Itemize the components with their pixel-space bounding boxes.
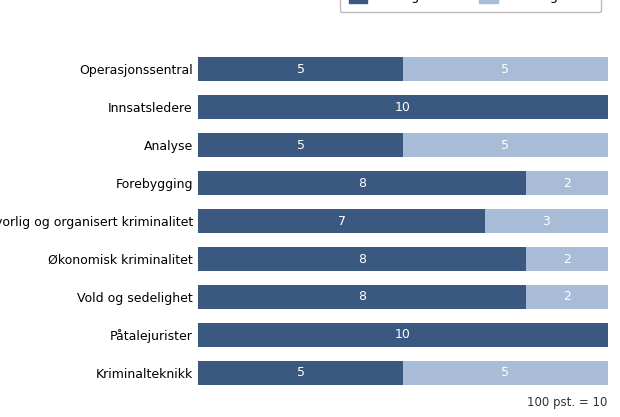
Legend: Over grense, Under grense: Over grense, Under grense xyxy=(340,0,601,12)
Bar xyxy=(198,209,485,233)
Text: 5: 5 xyxy=(297,63,304,75)
Text: 10: 10 xyxy=(395,329,411,342)
Text: 5: 5 xyxy=(502,367,509,379)
Text: 8: 8 xyxy=(358,291,366,304)
Bar xyxy=(198,133,403,157)
Text: 2: 2 xyxy=(563,253,570,266)
Text: 8: 8 xyxy=(358,176,366,189)
Bar xyxy=(403,361,608,385)
Text: 2: 2 xyxy=(563,176,570,189)
Bar xyxy=(198,247,526,271)
Text: 5: 5 xyxy=(297,138,304,151)
Bar xyxy=(198,171,526,195)
Text: 5: 5 xyxy=(502,63,509,75)
Bar xyxy=(198,323,608,347)
Text: 5: 5 xyxy=(297,367,304,379)
Text: 100 pst. = 10: 100 pst. = 10 xyxy=(527,396,608,409)
Text: 2: 2 xyxy=(563,291,570,304)
Text: 5: 5 xyxy=(502,138,509,151)
Bar xyxy=(198,285,526,309)
Text: 3: 3 xyxy=(542,214,550,228)
Bar xyxy=(403,57,608,81)
Bar xyxy=(485,209,608,233)
Bar xyxy=(403,133,608,157)
Bar xyxy=(526,171,608,195)
Bar xyxy=(198,57,403,81)
Text: 7: 7 xyxy=(338,214,345,228)
Text: 8: 8 xyxy=(358,253,366,266)
Bar xyxy=(526,247,608,271)
Bar xyxy=(198,95,608,119)
Bar xyxy=(526,285,608,309)
Bar xyxy=(198,361,403,385)
Text: 10: 10 xyxy=(395,100,411,113)
